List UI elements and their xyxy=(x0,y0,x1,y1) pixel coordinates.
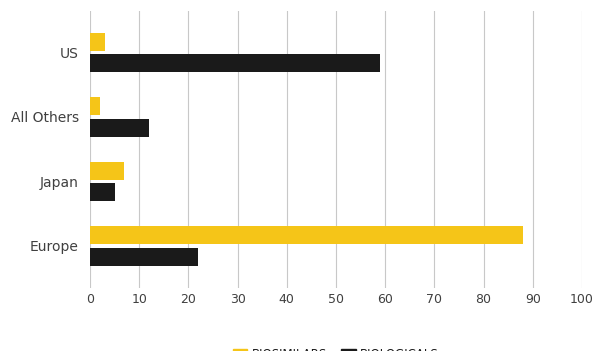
Bar xyxy=(90,33,105,51)
Bar xyxy=(90,183,115,201)
Bar xyxy=(90,119,149,137)
Bar xyxy=(90,226,523,244)
Legend: BIOSIMILARS, BIOLOGICALS: BIOSIMILARS, BIOLOGICALS xyxy=(229,344,443,351)
Bar xyxy=(90,162,124,180)
Bar xyxy=(90,54,380,72)
Bar xyxy=(90,97,100,115)
Bar xyxy=(90,247,198,266)
